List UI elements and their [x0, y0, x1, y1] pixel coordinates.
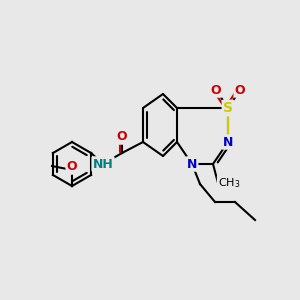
Text: O: O	[235, 83, 245, 97]
Text: S: S	[223, 101, 233, 115]
Text: O: O	[211, 83, 221, 97]
Text: O: O	[67, 160, 77, 173]
Text: N: N	[223, 136, 233, 148]
Text: N: N	[187, 158, 197, 170]
Text: CH$_3$: CH$_3$	[218, 176, 241, 190]
Text: NH: NH	[93, 158, 113, 170]
Text: O: O	[117, 130, 127, 143]
